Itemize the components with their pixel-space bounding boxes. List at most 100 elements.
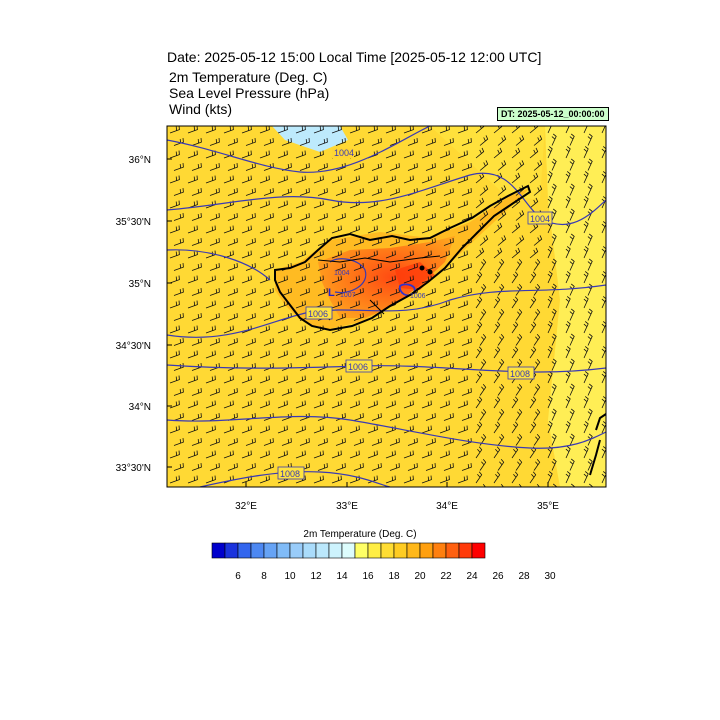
wind-barb <box>551 158 557 171</box>
wind-barb <box>313 175 324 184</box>
wind-barb <box>371 213 382 221</box>
wind-barb <box>209 313 220 321</box>
wind-barb <box>295 275 306 284</box>
wind-barb <box>245 338 256 346</box>
wind-barb <box>551 433 557 446</box>
wind-barb <box>277 400 288 409</box>
wind-barb <box>317 438 328 446</box>
wind-barb <box>349 225 360 234</box>
wind-barb <box>223 275 234 284</box>
wind-barb <box>403 225 414 234</box>
wind-barb <box>605 211 606 221</box>
wind-barb <box>169 400 180 409</box>
wind-barb <box>407 463 418 471</box>
wind-barb <box>245 188 256 196</box>
wind-barb <box>515 135 525 146</box>
wind-barb <box>493 296 501 309</box>
subtitle-temperature: 2m Temperature (Deg. C) <box>169 69 328 85</box>
wind-barb <box>223 225 234 234</box>
wind-barb <box>461 163 472 171</box>
isobar-label: 1006 <box>308 309 328 319</box>
wind-barb <box>583 396 589 409</box>
wind-barb <box>565 296 571 309</box>
wind-barb <box>403 175 414 184</box>
wind-barb <box>605 161 606 171</box>
wind-barb <box>335 413 346 421</box>
wind-barb <box>439 126 450 134</box>
wind-barb <box>277 275 288 284</box>
wind-barb <box>605 411 606 421</box>
wind-barb <box>403 350 414 359</box>
wind-barb <box>205 175 216 184</box>
wind-barb <box>299 388 310 396</box>
wind-barb <box>371 263 382 271</box>
wind-barb <box>493 371 501 384</box>
wind-barb <box>169 475 180 484</box>
wind-barb <box>169 450 180 459</box>
wind-barb <box>443 388 454 396</box>
wind-barb <box>331 475 342 484</box>
wind-barb <box>335 263 346 271</box>
wind-barb <box>353 338 364 346</box>
wind-barb <box>551 333 557 346</box>
wind-barb <box>227 338 238 346</box>
colorbar-swatch <box>237 542 252 559</box>
wind-barb <box>299 138 310 146</box>
wind-barb <box>569 133 575 146</box>
wind-barb <box>313 350 324 359</box>
wind-barb <box>295 150 306 159</box>
wind-barb <box>569 233 575 246</box>
wind-barb <box>421 150 432 159</box>
wind-barb <box>209 388 220 396</box>
wind-barb <box>605 136 606 146</box>
wind-barb <box>547 421 553 434</box>
wind-barb <box>331 375 342 384</box>
wind-barb <box>371 238 382 246</box>
wind-barb <box>223 450 234 459</box>
wind-barb <box>407 263 418 271</box>
wind-barb <box>583 271 589 284</box>
colorbar-swatch <box>445 542 460 559</box>
wind-barb <box>335 188 346 196</box>
wind-barb <box>569 333 575 346</box>
wind-barb <box>547 171 553 184</box>
wind-barb <box>263 388 274 396</box>
wind-barb <box>479 383 487 396</box>
wind-barb <box>475 396 483 409</box>
wind-barb <box>583 196 589 209</box>
wind-barb <box>529 197 539 209</box>
wind-barb <box>425 188 436 196</box>
wind-barb <box>169 375 180 384</box>
wind-barb <box>209 288 220 296</box>
axis-ticks <box>167 158 549 487</box>
wind-barb <box>295 400 306 409</box>
wind-barb <box>191 388 202 396</box>
wind-barb <box>191 288 202 296</box>
wind-barb <box>263 313 274 321</box>
wind-barb <box>493 421 501 434</box>
wind-barb <box>403 450 414 459</box>
wind-barb <box>259 475 270 484</box>
colorbar <box>211 542 486 559</box>
wind-barb <box>331 126 342 134</box>
wind-barb <box>407 138 418 146</box>
wind-barb <box>443 363 454 371</box>
wind-barb <box>385 225 396 234</box>
wind-barb <box>587 183 593 196</box>
wind-barb <box>425 438 436 446</box>
wind-barb <box>173 163 184 171</box>
colorbar-label: 6 <box>235 571 241 582</box>
wind-barb <box>227 188 238 196</box>
wind-barb <box>407 338 418 346</box>
wind-barb <box>497 258 505 271</box>
wind-barb <box>587 258 593 271</box>
wind-barb <box>349 350 360 359</box>
wind-barb <box>295 300 306 309</box>
wind-barb <box>367 475 378 484</box>
wind-barb <box>371 288 382 296</box>
colorbar-swatch <box>354 542 369 559</box>
wind-barb <box>169 175 180 184</box>
wind-barb <box>533 383 541 396</box>
subtitle-pressure: Sea Level Pressure (hPa) <box>169 85 330 101</box>
colorbar-label: 26 <box>492 571 504 582</box>
